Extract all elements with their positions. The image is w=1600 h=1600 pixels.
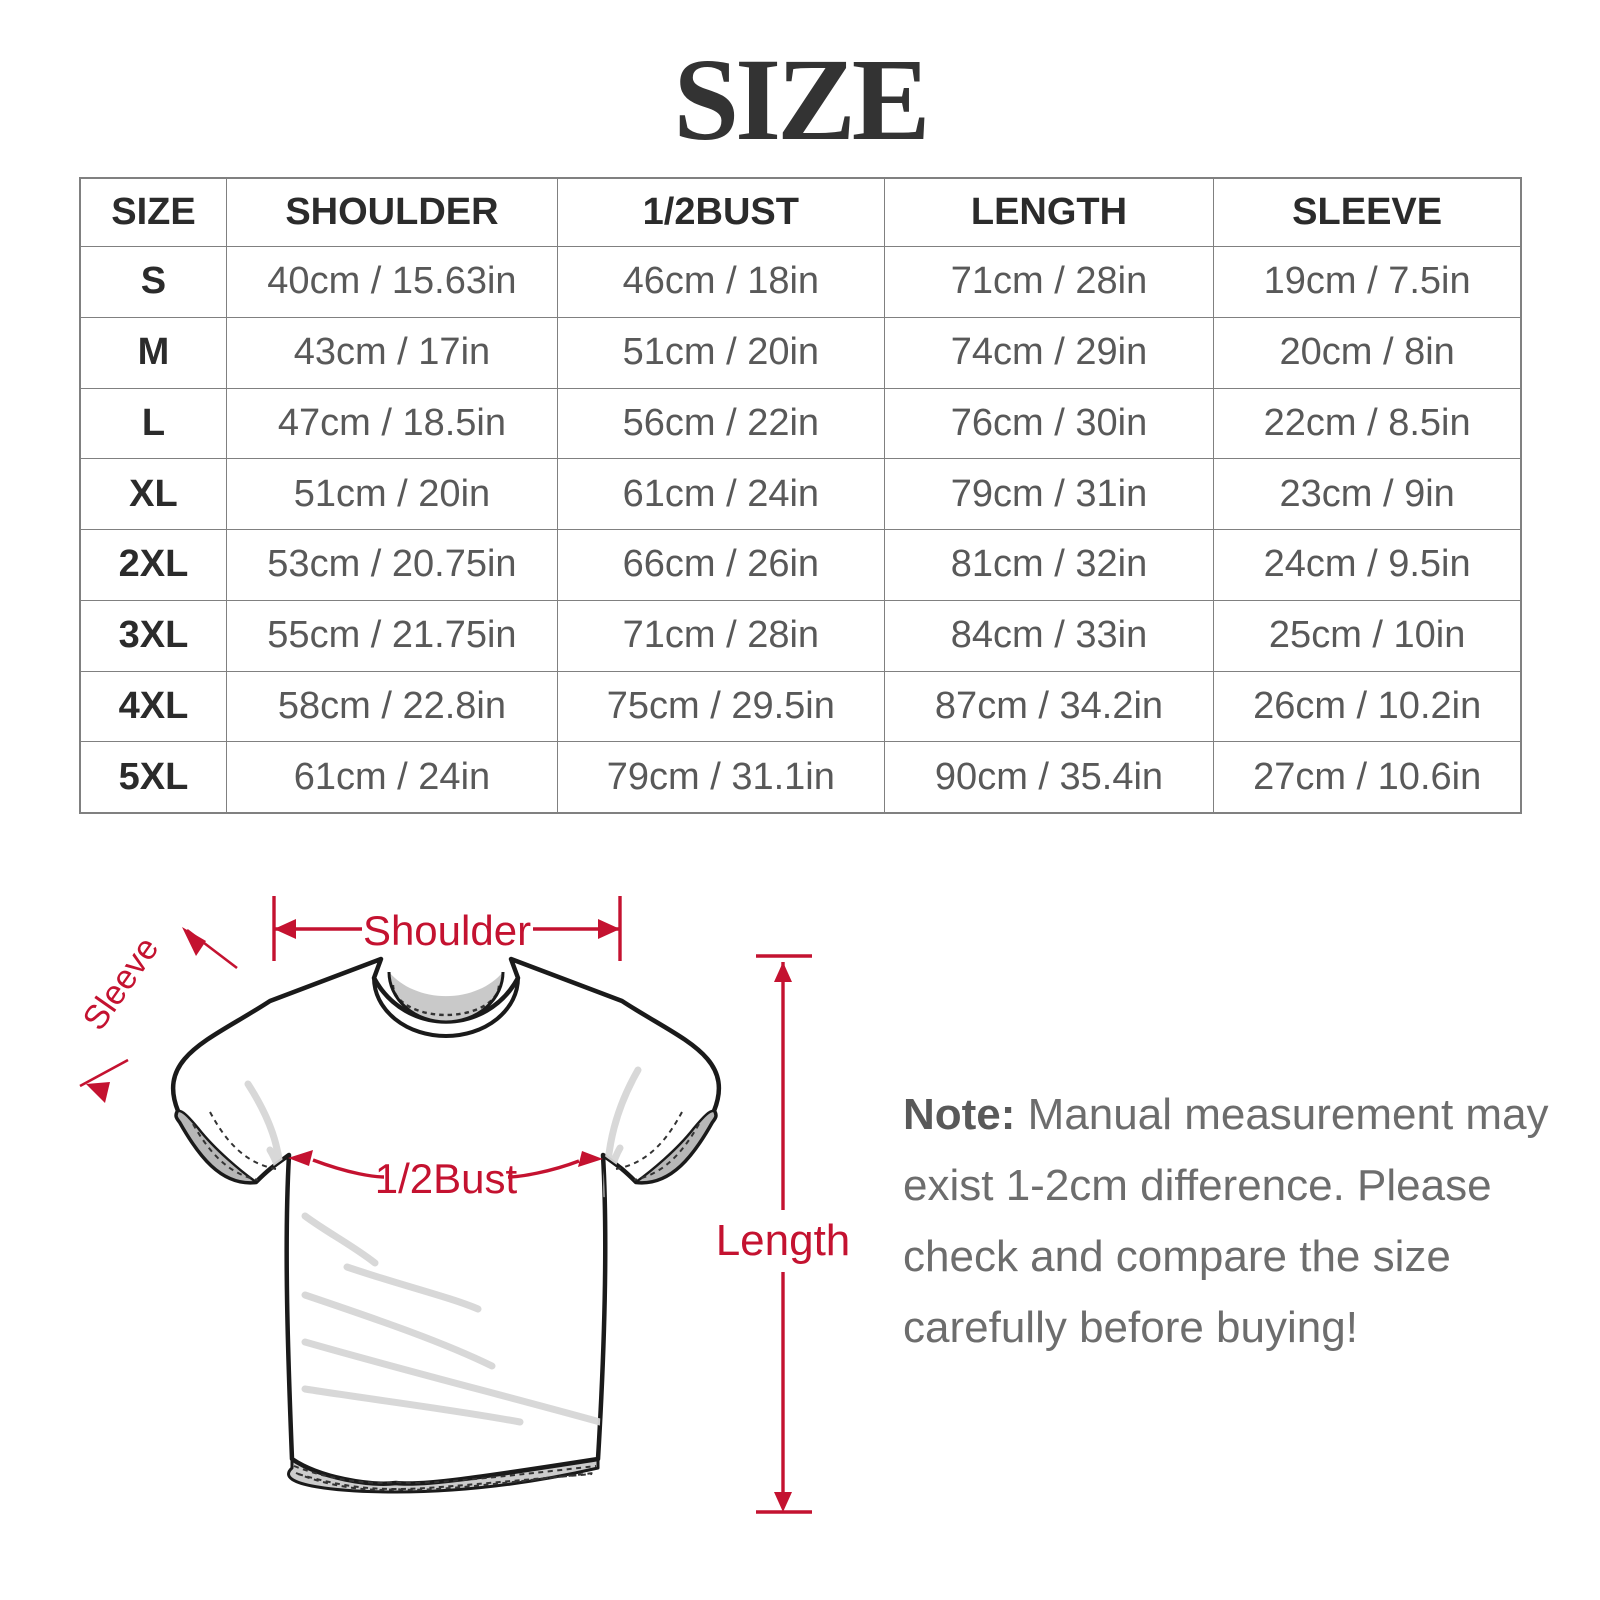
svg-text:Length: Length [716,1216,851,1265]
svg-text:Shoulder: Shoulder [363,907,531,954]
svg-text:1/2Bust: 1/2Bust [375,1155,518,1202]
svg-text:Sleeve: Sleeve [76,930,167,1037]
